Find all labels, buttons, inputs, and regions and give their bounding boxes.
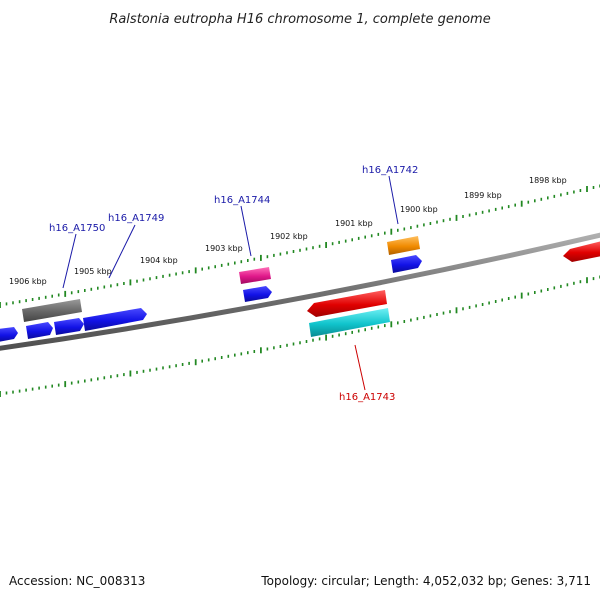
gene-arrow-red[interactable]: [563, 241, 600, 262]
gene-label-h16-A1742[interactable]: h16_A1742: [362, 165, 418, 176]
gene-label-h16-A1750[interactable]: h16_A1750: [49, 223, 105, 234]
tick-label-1901: 1901 kbp: [335, 219, 373, 228]
gene-label-h16-A1749[interactable]: h16_A1749: [108, 213, 164, 224]
gene-arrow-blue[interactable]: [54, 318, 84, 335]
gene-block-cyan[interactable]: [309, 308, 390, 337]
callout-line-h16-A1743: [354, 344, 366, 391]
callout-line-h16-A1750: [62, 233, 77, 289]
gene-arrow-blue[interactable]: [243, 286, 272, 302]
gene-arrow-blue[interactable]: [391, 255, 422, 273]
gene-label-h16-A1743[interactable]: h16_A1743: [339, 392, 395, 403]
tick-label-1899: 1899 kbp: [464, 191, 502, 200]
genome-backbone: [0, 232, 600, 351]
gene-block-gray[interactable]: [22, 299, 82, 322]
callout-line-h16-A1744: [240, 205, 252, 257]
genome-summary-text: Topology: circular; Length: 4,052,032 bp…: [261, 574, 591, 588]
gene-arrow-blue[interactable]: [0, 327, 18, 342]
tick-label-1903: 1903 kbp: [205, 244, 243, 253]
gene-block-orange[interactable]: [387, 236, 420, 255]
lower-tick-ring: [0, 275, 600, 397]
gene-arrow-blue[interactable]: [83, 308, 147, 331]
callout-line-h16-A1749: [108, 224, 136, 279]
gene-arrow-red[interactable]: [307, 290, 387, 317]
tick-label-1900: 1900 kbp: [400, 205, 438, 214]
tick-label-1898: 1898 kbp: [529, 176, 567, 185]
tick-label-1902: 1902 kbp: [270, 232, 308, 241]
map-title: Ralstonia eutropha H16 chromosome 1, com…: [109, 12, 490, 27]
upper-tick-ring: [0, 184, 600, 308]
accession-text: Accession: NC_008313: [9, 574, 146, 588]
gene-block-pink[interactable]: [239, 267, 271, 284]
gene-label-h16-A1744[interactable]: h16_A1744: [214, 195, 270, 206]
tick-label-1904: 1904 kbp: [140, 256, 178, 265]
gene-arrow-blue[interactable]: [26, 322, 53, 339]
callout-line-h16-A1742: [388, 175, 399, 225]
tick-label-1905: 1905 kbp: [74, 267, 112, 276]
tick-label-1906: 1906 kbp: [9, 277, 47, 286]
